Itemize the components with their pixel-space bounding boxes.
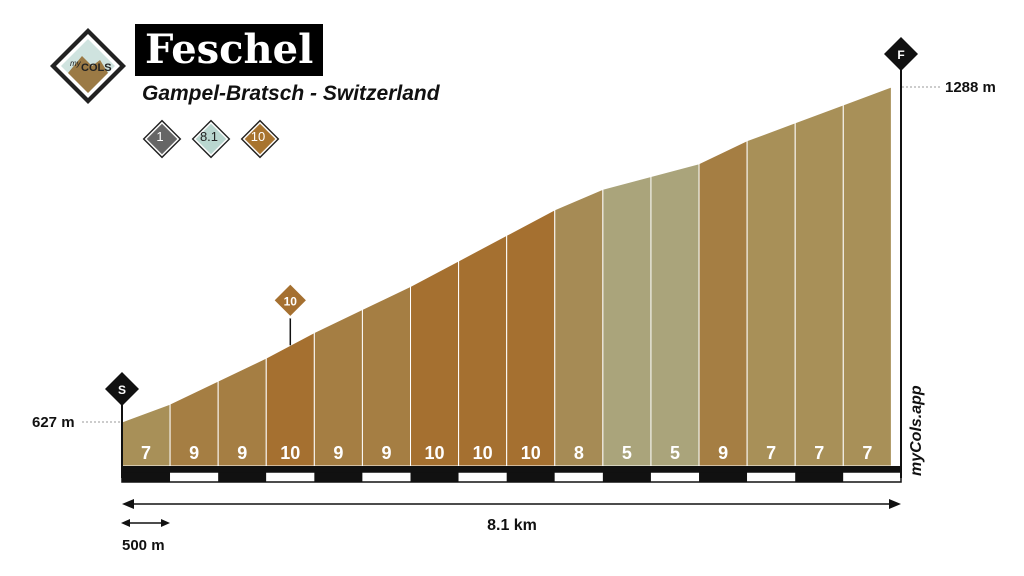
segment-gradient-label: 7: [141, 443, 151, 463]
segment-gradient-label: 9: [381, 443, 391, 463]
distance-scale-band: [602, 472, 651, 482]
badge-label: 10: [250, 129, 266, 144]
profile-segment: [410, 260, 460, 467]
start-elevation-label: 627 m: [32, 414, 75, 431]
segment-gradient-label: 9: [237, 443, 247, 463]
segment-gradient-label: 7: [814, 443, 824, 463]
segment-gradient-label: 7: [766, 443, 776, 463]
profile-segment: [554, 188, 604, 467]
distance-arrow-left-icon: [122, 499, 134, 509]
distance-scale-band: [218, 472, 267, 482]
logo-text-cols: COLS: [81, 62, 112, 74]
segment-gradient-label: 10: [473, 443, 493, 463]
climb-title: Feschel: [135, 24, 324, 76]
distance-scale-band: [362, 472, 411, 482]
distance-arrow-right-icon: [889, 499, 901, 509]
difficulty-badge: 1: [144, 121, 180, 157]
finish-marker-icon: [884, 37, 918, 71]
max-gradient-marker-label: 10: [284, 294, 298, 308]
distance-scale-band: [506, 472, 555, 482]
badge-label: 8.1: [199, 129, 219, 144]
segment-gradient-label: 7: [862, 443, 872, 463]
start-marker-icon: [105, 372, 139, 406]
segment-gradient-label: 9: [333, 443, 343, 463]
end-elevation-label: 1288 m: [945, 79, 996, 96]
scale-arrow-right-icon: [161, 519, 170, 527]
distance-scale-band: [314, 472, 363, 482]
profile-segment: [361, 285, 412, 467]
segment-gradient-label: 9: [718, 443, 728, 463]
distance-scale-band: [747, 472, 796, 482]
finish-marker-label: F: [897, 48, 904, 62]
distance-scale-band: [122, 472, 171, 482]
distance-scale-band: [554, 472, 603, 482]
profile-baseline: [122, 466, 901, 472]
segment-gradient-label: 8: [574, 443, 584, 463]
climb-location: Gampel-Bratsch - Switzerland: [142, 82, 440, 105]
distance-scale-band: [795, 472, 844, 482]
watermark: myCols.app: [908, 385, 925, 476]
start-marker-label: S: [118, 383, 126, 397]
distance-label: 8.1 km: [487, 517, 537, 534]
distance-scale-band: [843, 472, 892, 482]
distance-scale-band: [458, 472, 507, 482]
logo-text-my: my: [70, 59, 82, 68]
profile-segment: [698, 139, 748, 467]
mycols-logo: my COLS: [50, 28, 126, 104]
distance-scale-band: [170, 472, 219, 482]
distance-scale-band: [410, 472, 459, 482]
profile-segment: [842, 86, 892, 467]
segment-gradient-label: 5: [670, 443, 680, 463]
profile-segment: [794, 104, 844, 467]
profile-segment: [458, 234, 508, 467]
distance-scale-band: [266, 472, 315, 482]
profile-segment: [506, 208, 556, 467]
max-gradient-badge: 10: [242, 121, 278, 157]
segment-gradient-label: 10: [521, 443, 541, 463]
max-gradient-marker-icon: [271, 281, 309, 319]
badge-label: 1: [156, 129, 164, 144]
segment-gradient-label: 10: [425, 443, 445, 463]
distance-scale-band: [650, 472, 700, 482]
segment-gradient-label: 9: [189, 443, 199, 463]
segment-gradient-label: 5: [622, 443, 632, 463]
profile-segment: [746, 122, 796, 467]
scale-arrow-left-icon: [121, 519, 130, 527]
scale-label: 500 m: [122, 537, 165, 554]
distance-scale-band: [699, 472, 748, 482]
distance-badge: 8.1: [193, 121, 229, 157]
profile-segment: [650, 163, 700, 467]
profile-segment: [602, 175, 652, 467]
segment-gradient-label: 10: [280, 443, 300, 463]
